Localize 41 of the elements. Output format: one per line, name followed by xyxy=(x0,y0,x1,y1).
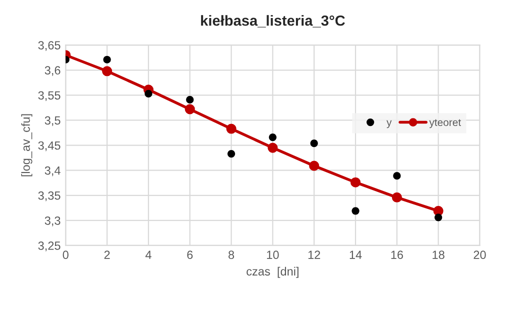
y-tick-label: 3,4 xyxy=(44,166,60,176)
legend-label: y xyxy=(386,120,392,128)
x-tick-label: 2 xyxy=(104,250,110,259)
y-tick-label: 3,35 xyxy=(38,191,60,202)
point xyxy=(226,124,236,134)
y-tick-label: 3,6 xyxy=(44,66,60,76)
y-tick-label: 3,45 xyxy=(38,141,60,152)
point xyxy=(309,160,320,171)
x-tick-label: 12 xyxy=(308,250,320,259)
x-axis-title: czas [dni] xyxy=(246,266,298,278)
point xyxy=(393,172,401,180)
point xyxy=(103,56,111,64)
point xyxy=(392,192,402,202)
point xyxy=(268,133,277,142)
y-tick-label: 3,55 xyxy=(38,91,60,101)
chart-title: kiełbasa_listeria_3°C xyxy=(201,15,345,28)
x-tick-label: 18 xyxy=(432,250,444,260)
x-tick-label: 20 xyxy=(474,250,486,260)
legend-label: yteoret xyxy=(429,119,461,128)
point xyxy=(144,90,152,98)
x-tick-label: 8 xyxy=(228,250,234,260)
y-tick-label: 3,65 xyxy=(38,41,60,51)
x-tick-label: 0 xyxy=(62,250,68,260)
point xyxy=(352,207,360,215)
y-axis-title: [log_av_cfu] xyxy=(21,114,32,176)
x-tick-label: 6 xyxy=(187,250,193,260)
point xyxy=(268,142,278,153)
y-tick-label: 3,5 xyxy=(44,116,60,126)
x-tick-label: 10 xyxy=(267,250,279,260)
point xyxy=(227,150,236,158)
x-tick-label: 14 xyxy=(350,250,362,259)
point xyxy=(102,66,112,76)
point xyxy=(184,104,195,114)
point xyxy=(310,139,318,148)
point xyxy=(350,177,361,188)
x-tick-label: 4 xyxy=(145,250,152,259)
x-tick-label: 16 xyxy=(391,250,403,260)
y-tick-label: 3,3 xyxy=(44,216,60,226)
point xyxy=(434,214,442,222)
y-tick-label: 3,25 xyxy=(38,242,60,252)
point xyxy=(186,96,194,104)
